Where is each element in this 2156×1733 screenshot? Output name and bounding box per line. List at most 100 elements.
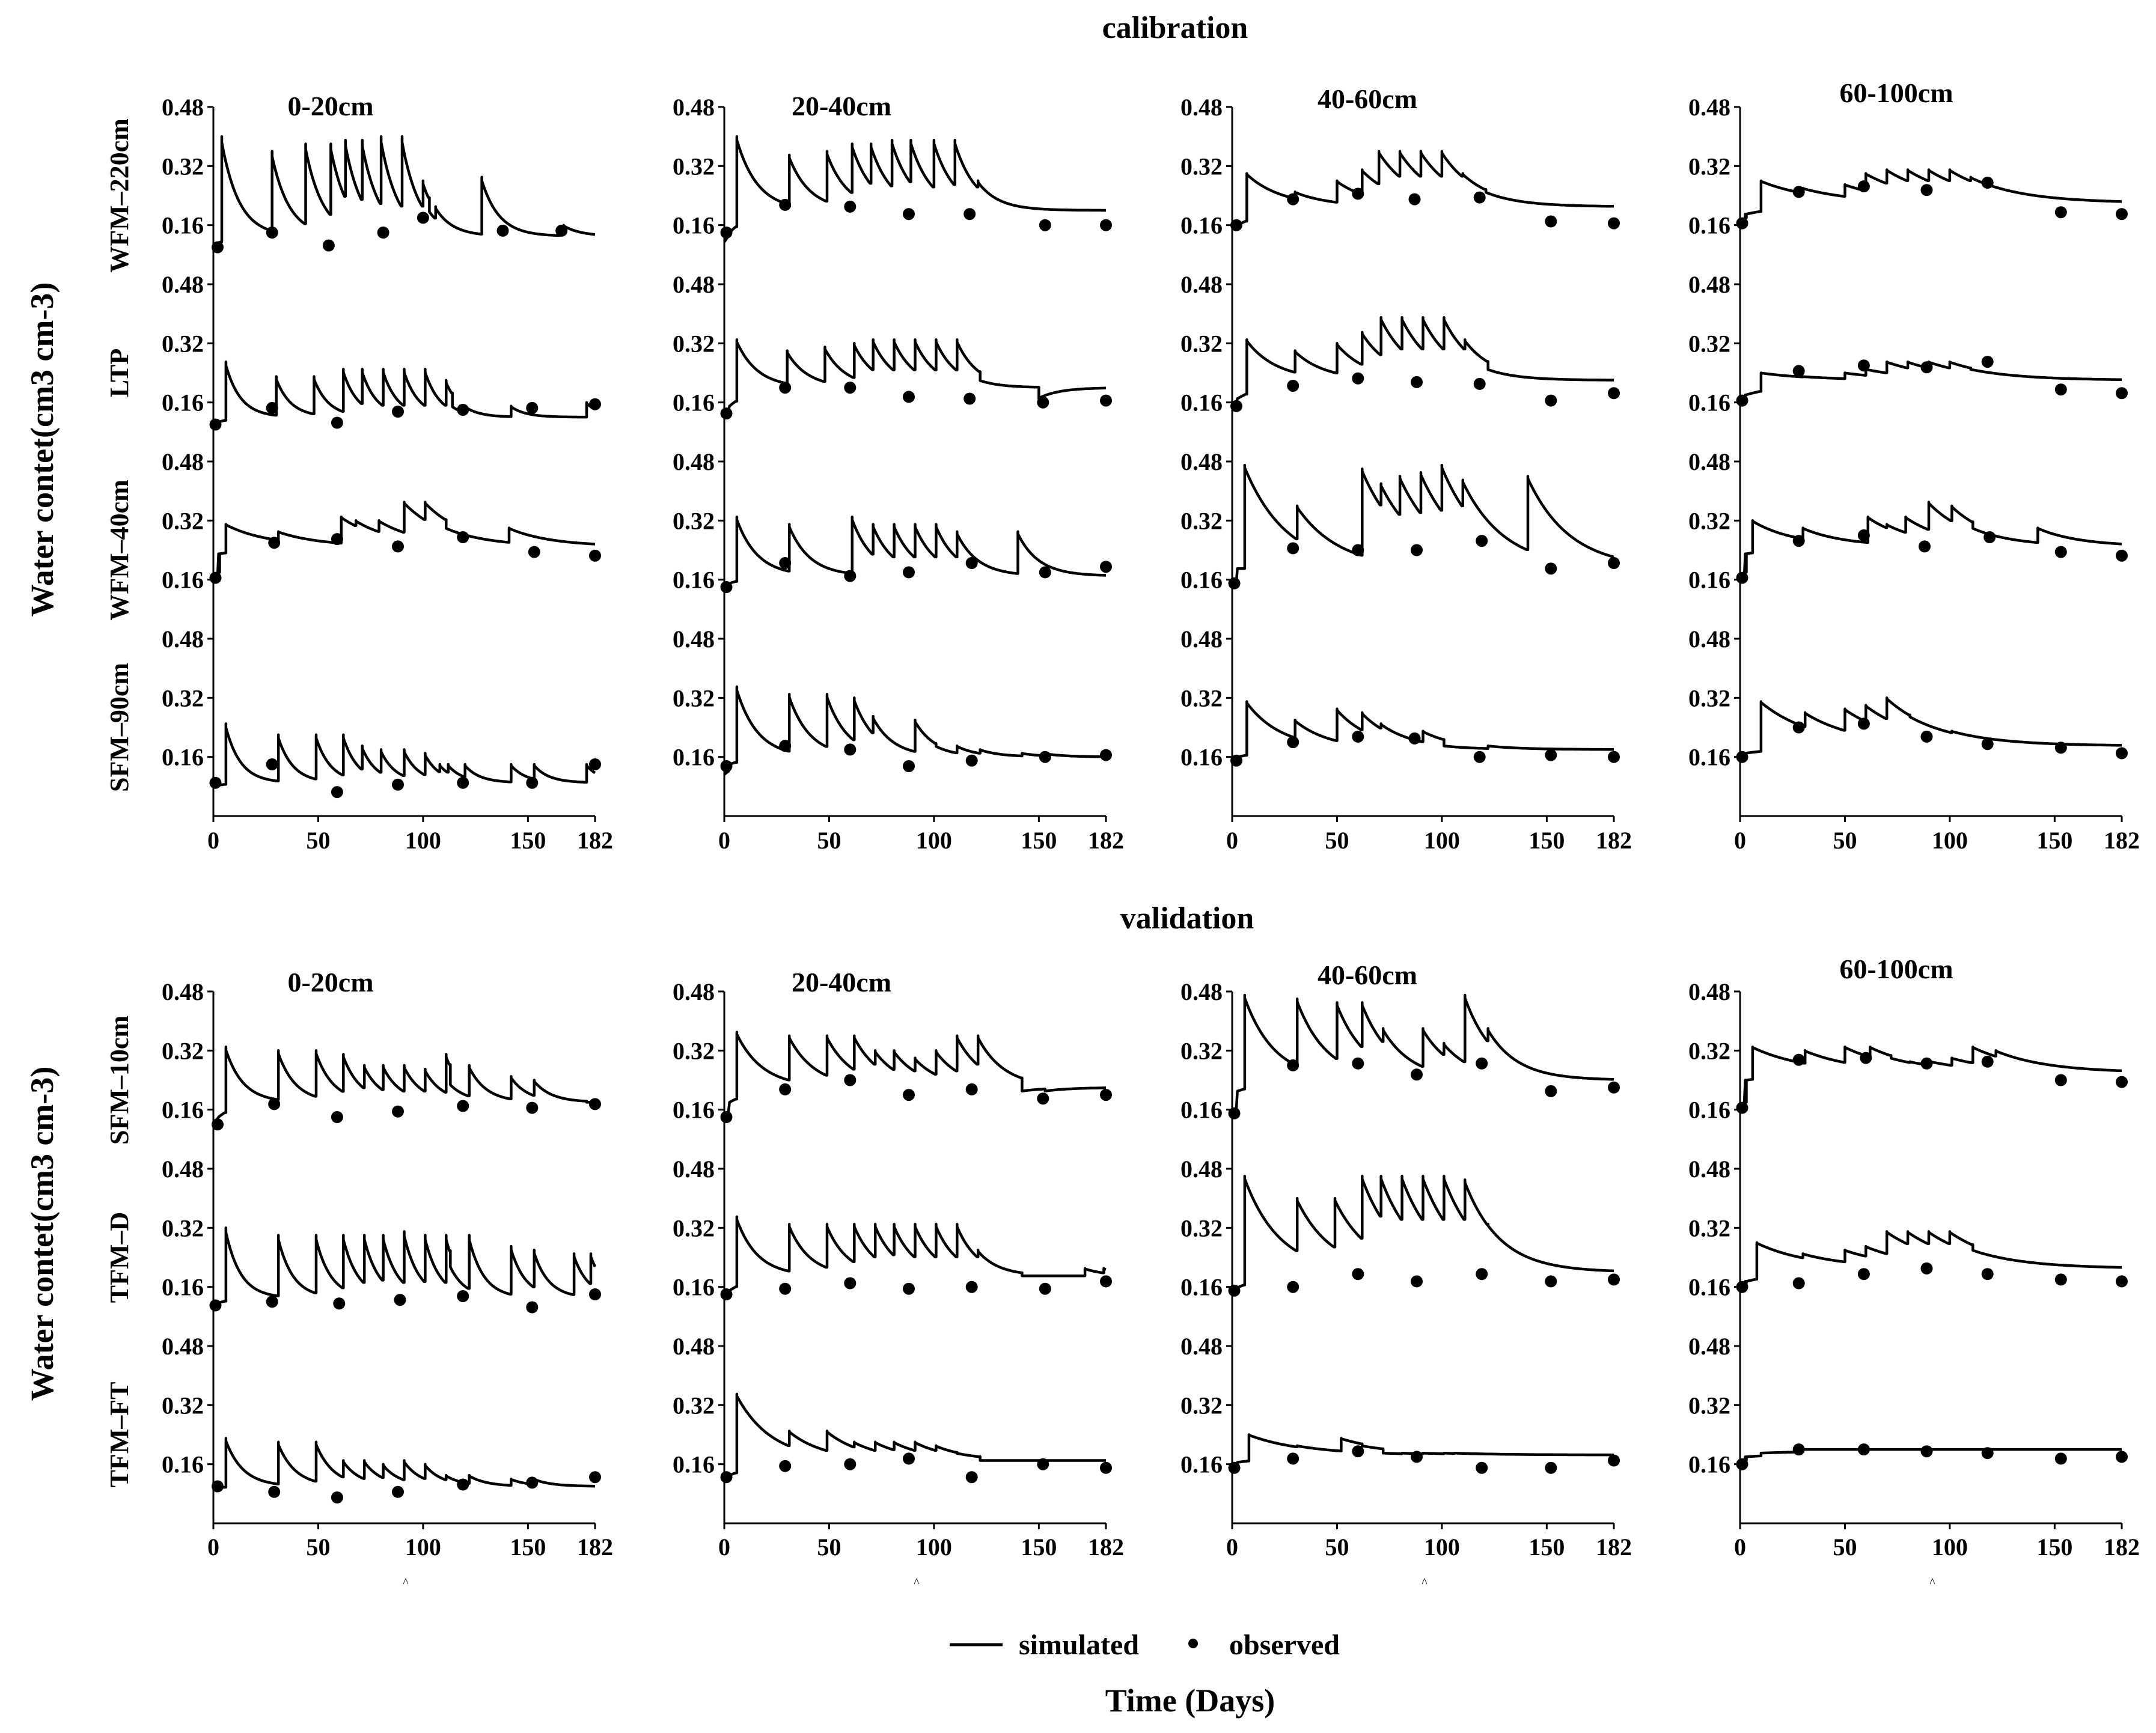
x-tick-label: 0 [1734, 827, 1746, 854]
observed-point [457, 776, 469, 789]
y-tick-label: 0.32 [1180, 330, 1223, 357]
x-tick-label: 150 [510, 1534, 546, 1561]
y-tick-label: 0.16 [162, 389, 204, 416]
observed-point [1039, 751, 1051, 763]
observed-point [331, 416, 343, 429]
y-tick-label: 0.32 [162, 1037, 204, 1064]
y-tick-label: 0.48 [1180, 626, 1223, 653]
observed-point [1919, 540, 1931, 553]
observed-point [1920, 1445, 1933, 1458]
row-label-ltp: LTP [105, 349, 134, 398]
observed-point [1228, 1107, 1241, 1119]
y-tick-label: 0.32 [1688, 330, 1730, 357]
observed-point [1736, 217, 1748, 230]
row-sfm-10cm: SFM–10cm 0.16 0.32 0.48 0.16 0.32 0.48 0.16 0.32… [105, 978, 2128, 1169]
observed-point [1352, 730, 1364, 743]
y-tick-label: 0.48 [673, 978, 715, 1005]
observed-point [589, 1471, 601, 1484]
y-tick-label: 0.48 [1180, 94, 1223, 121]
y-tick-label: 0.16 [1180, 567, 1223, 594]
observed-point [2116, 1275, 2128, 1288]
observed-point [779, 1282, 792, 1295]
x-tick-label: 182 [1596, 1534, 1632, 1561]
column-title-20-40cm: 20-40cm [792, 91, 891, 121]
x-tick-label: 100 [1932, 1534, 1968, 1561]
x-tick-label: 100 [916, 827, 952, 854]
observed-point [2054, 1452, 2067, 1465]
observed-point [457, 404, 469, 416]
x-tick-label: 182 [2104, 827, 2140, 854]
y-tick-label: 0.16 [673, 567, 715, 594]
x-tick-label: 150 [510, 827, 546, 854]
observed-point [903, 208, 915, 221]
y-tick-label: 0.32 [1180, 684, 1223, 711]
observed-point [1983, 531, 1996, 543]
observed-point [589, 398, 601, 410]
y-tick-label: 0.48 [1688, 1333, 1730, 1360]
observed-point [2116, 1451, 2128, 1463]
observed-point [526, 1101, 539, 1114]
row-label-sfm-90cm: SFM–90cm [105, 663, 134, 792]
observed-point [779, 1083, 792, 1095]
y-tick-label: 0.48 [1180, 448, 1223, 475]
observed-point [1736, 1458, 1748, 1470]
observed-point [1981, 356, 1994, 368]
x-tick-label: 100 [916, 1534, 952, 1561]
observed-point [1920, 361, 1933, 374]
observed-point [1352, 1268, 1364, 1281]
observed-point [965, 754, 978, 767]
x-tick-label: 0 [207, 827, 219, 854]
y-tick-label: 0.16 [1688, 389, 1730, 416]
observed-point [1100, 561, 1112, 573]
panel-calibration-wfm-220cm-40-60cm: 0.16 0.32 0.48 [1180, 94, 1620, 284]
observed-point [331, 1111, 343, 1123]
observed-point [1476, 1268, 1488, 1281]
observed-point [1100, 1461, 1112, 1474]
row-ltp: LTP0.160.320.480.160.320.480.160.320.480… [105, 271, 2128, 461]
observed-point [1792, 1443, 1805, 1456]
observed-point [1411, 1451, 1423, 1463]
simulated-line [1739, 168, 2122, 230]
y-tick-label: 0.16 [673, 1274, 715, 1301]
column-title-40-60cm: 40-60cm [1318, 84, 1417, 114]
observed-point [212, 1480, 224, 1493]
observed-point [589, 1288, 601, 1300]
observed-point [1039, 1282, 1051, 1295]
observed-point [1287, 736, 1299, 749]
panel-validation-tfm-d-0-20cm: 0.16 0.32 0.48 [162, 1156, 601, 1346]
observed-point [1352, 372, 1364, 385]
x-tick-label: 0 [1226, 1534, 1238, 1561]
simulated-line [723, 1215, 1107, 1298]
panel-grid: 0-20cm 20-40cm 40-60cm 60-100cm WFM–220cm 0.1… [105, 78, 2140, 1589]
y-tick-label: 0.16 [1180, 212, 1223, 239]
observed-point [1857, 359, 1870, 372]
panel-validation-sfm-10cm-20-40cm: 0.16 0.32 0.48 [673, 978, 1112, 1169]
y-tick-label: 0.16 [1180, 1097, 1223, 1124]
y-tick-label: 0.32 [1688, 1214, 1730, 1241]
observed-point [1476, 1057, 1488, 1070]
x-tick-label: 50 [1325, 827, 1349, 854]
y-tick-label: 0.48 [1688, 1156, 1730, 1183]
x-tick-label: 50 [817, 827, 841, 854]
observed-point [209, 776, 222, 789]
simulated-line [1739, 1230, 2122, 1292]
observed-point [394, 1294, 406, 1306]
y-tick-label: 0.48 [1688, 978, 1730, 1005]
observed-point [903, 1452, 915, 1465]
observed-point [1920, 184, 1933, 196]
x-tick-label: 100 [1932, 827, 1968, 854]
observed-point [1100, 1275, 1112, 1288]
observed-point [331, 1491, 343, 1503]
observed-point [1411, 1068, 1423, 1081]
observed-point [779, 198, 792, 211]
observed-point [844, 570, 857, 582]
observed-point [2054, 383, 2067, 396]
observed-point [903, 1282, 915, 1295]
x-tick-label: 150 [2036, 1534, 2072, 1561]
x-tick-label: 150 [1528, 1534, 1565, 1561]
y-tick-label: 0.32 [1180, 1392, 1223, 1419]
y-tick-label: 0.48 [1688, 271, 1730, 298]
observed-point [1920, 1057, 1933, 1070]
observed-point [209, 418, 222, 431]
observed-point [1352, 187, 1364, 200]
